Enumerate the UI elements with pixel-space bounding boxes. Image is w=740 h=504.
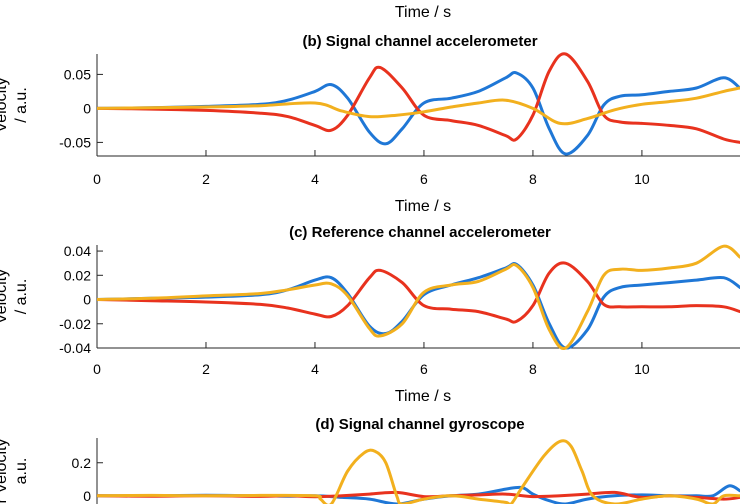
y-tick-label: 0: [83, 100, 91, 116]
y-tick-label: -0.05: [59, 134, 91, 150]
y-tick-label: 0.2: [72, 455, 92, 471]
y-tick-label: 0.05: [64, 66, 91, 82]
series-group: [97, 52, 740, 156]
x-tick-label: 6: [420, 171, 428, 187]
chart-title: (b) Signal channel accelerometer: [302, 33, 537, 50]
y-tick-label: 0: [83, 292, 91, 308]
x-tick-label: 10: [634, 171, 650, 187]
y-axis-label: Velocity: [0, 269, 10, 324]
x-tick-label: 8: [529, 361, 537, 377]
y-axis-label: / a.u.: [13, 279, 30, 315]
series-group: [97, 244, 740, 350]
x-tick-label: 4: [311, 361, 319, 377]
x-tick-label: 4: [311, 171, 319, 187]
series-line: [97, 261, 740, 324]
chart-panels: (b) Signal channel accelerometer0.050-0.…: [0, 33, 740, 504]
x-axis-label: Time / s: [395, 198, 451, 215]
y-axis-label: / a.u.: [13, 87, 30, 123]
y-tick-label: -0.02: [59, 316, 91, 332]
y-tick-label: -0.04: [59, 340, 91, 356]
series-line: [97, 86, 740, 126]
chart-title: (d) Signal channel gyroscope: [315, 416, 524, 433]
x-tick-label: 2: [202, 361, 210, 377]
x-tick-label: 8: [529, 171, 537, 187]
chart-panel: (d) Signal channel gyroscope 0.2 0 r Veloci…: [0, 416, 740, 504]
chart-panel: (c) Reference channel accelerometer 0.04 0…: [0, 224, 740, 405]
x-tick-label: 2: [202, 171, 210, 187]
series-group: [97, 439, 740, 504]
chart-panel: (b) Signal channel accelerometer 0.05 0 -0.…: [0, 33, 740, 215]
y-axis-label: Velocity: [0, 77, 10, 132]
chart-title: (c) Reference channel accelerometer: [289, 224, 551, 241]
x-tick-label: 0: [93, 171, 101, 187]
y-axis-label: a.u.: [13, 458, 30, 485]
y-tick-label: 0.04: [64, 243, 91, 259]
series-line: [97, 439, 740, 504]
series-line: [97, 244, 740, 350]
series-line: [97, 71, 740, 156]
y-axis-label: r Velocity: [0, 439, 10, 504]
x-tick-label: 0: [93, 361, 101, 377]
y-tick-label: 0: [83, 488, 91, 504]
top-time-label: Time / s: [395, 4, 451, 21]
x-tick-label: 10: [634, 361, 650, 377]
y-tick-label: 0.02: [64, 267, 91, 283]
x-axis-label: Time / s: [395, 388, 451, 405]
series-line: [97, 52, 740, 144]
x-tick-label: 6: [420, 361, 428, 377]
